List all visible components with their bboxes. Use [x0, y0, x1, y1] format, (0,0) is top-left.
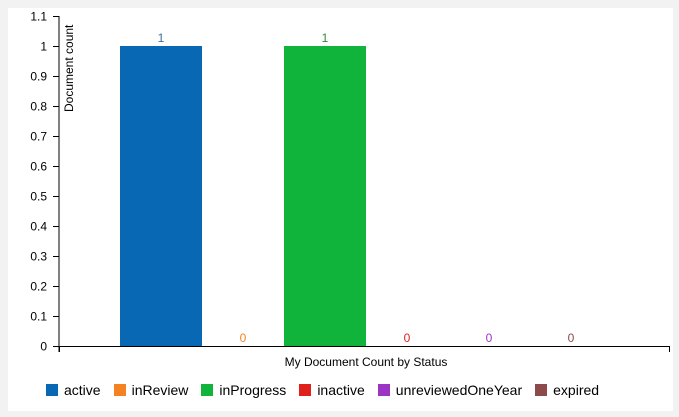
legend-swatch [377, 384, 390, 396]
y-tick-label: 0.4 [30, 220, 47, 234]
y-tick-label: 1.1 [30, 10, 47, 24]
bar-active[interactable] [120, 46, 202, 346]
y-tick-label: 0.1 [30, 310, 47, 324]
legend-label: unreviewedOneYear [395, 382, 523, 398]
y-tick-label: 0 [40, 340, 47, 354]
legend-item-expired[interactable]: expired [535, 382, 599, 398]
legend-label: active [64, 382, 101, 398]
legend-swatch [46, 384, 58, 396]
bar-inProgress[interactable] [284, 46, 366, 346]
y-tick-label: 1 [40, 40, 47, 54]
legend-swatch [113, 384, 126, 396]
data-labels: 1 0 1 0 0 0 [158, 31, 575, 345]
y-tick-label: 0.9 [30, 70, 47, 84]
y-tick-label: 0.5 [30, 190, 47, 204]
data-label-unreviewedOneYear: 0 [486, 331, 493, 345]
y-tick-label: 0.7 [30, 130, 47, 144]
bars [120, 46, 366, 346]
data-label-active: 1 [158, 31, 165, 45]
legend-label: expired [553, 382, 600, 398]
x-axis [59, 346, 670, 352]
data-label-inReview: 0 [240, 331, 247, 345]
legend-item-inactive[interactable]: inactive [299, 382, 365, 398]
legend: active inReview inProgress inactive unreview… [46, 380, 612, 400]
legend-label: inProgress [219, 382, 287, 398]
data-label-inProgress: 1 [322, 31, 329, 45]
legend-swatch [535, 384, 548, 396]
y-tick-label: 0.3 [30, 250, 47, 264]
legend-label: inReview [131, 382, 189, 398]
y-axis-title: Document count [62, 24, 76, 112]
y-axis: 0 0.1 0.2 0.3 0.4 0.5 0.6 0.7 0.8 0.9 1 1.1 [30, 10, 60, 354]
data-label-expired: 0 [568, 331, 575, 345]
y-tick-label: 0.6 [30, 160, 47, 174]
data-label-inactive: 0 [404, 331, 411, 345]
y-tick-label: 0.2 [30, 280, 47, 294]
legend-item-inProgress[interactable]: inProgress [201, 382, 286, 398]
legend-item-unreviewedOneYear[interactable]: unreviewedOneYear [377, 382, 523, 398]
legend-swatch [201, 384, 214, 396]
legend-item-inReview[interactable]: inReview [113, 382, 189, 398]
legend-item-active[interactable]: active [46, 382, 101, 398]
y-tick-label: 0.8 [30, 100, 47, 114]
x-axis-title: My Document Count by Status [285, 355, 448, 369]
legend-label: inactive [317, 382, 365, 398]
legend-swatch [299, 384, 312, 396]
